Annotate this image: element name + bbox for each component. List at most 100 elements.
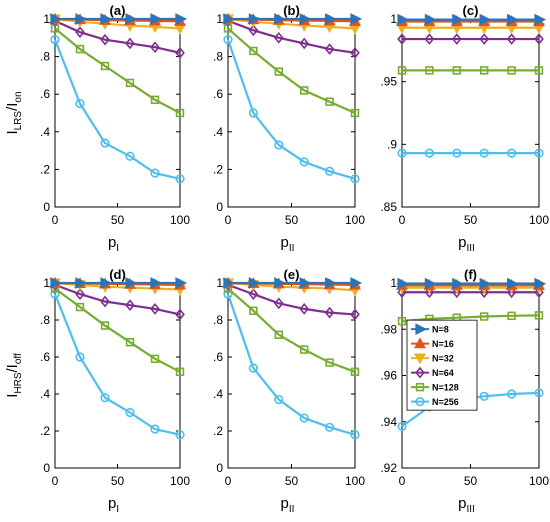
- data-point: [223, 277, 236, 289]
- x-tick-label: 50: [464, 474, 478, 488]
- y-tick-label: .6: [213, 87, 223, 101]
- series-n-8: [397, 277, 547, 290]
- y-tick-label: 1: [43, 276, 50, 290]
- data-point: [299, 37, 310, 50]
- data-point: [479, 13, 492, 26]
- series-n-256: [223, 35, 360, 184]
- data-point: [507, 66, 516, 75]
- data-point: [479, 286, 490, 299]
- y-tick-label: .6: [40, 350, 50, 364]
- legend-label: N=32: [432, 353, 454, 363]
- data-point: [479, 148, 489, 158]
- x-tick-label: 50: [111, 474, 125, 488]
- x-axis-label: pI: [108, 234, 119, 254]
- data-point: [424, 148, 435, 158]
- data-point: [534, 388, 544, 398]
- data-point: [325, 358, 334, 367]
- series-line: [401, 314, 540, 323]
- data-point: [350, 367, 360, 376]
- data-point: [299, 303, 310, 315]
- data-point: [325, 422, 335, 432]
- data-point: [175, 174, 185, 184]
- data-point: [506, 277, 519, 290]
- data-point: [75, 352, 85, 362]
- data-point: [350, 308, 360, 321]
- series-n-128: [397, 66, 544, 75]
- x-tick-label: 0: [225, 474, 232, 488]
- y-tick-label: 1: [43, 12, 50, 26]
- data-point: [175, 277, 188, 289]
- x-tick-label: 0: [399, 213, 406, 227]
- data-point: [175, 367, 185, 376]
- data-point: [249, 306, 258, 315]
- y-tick-label: 1: [216, 276, 223, 290]
- data-point: [50, 277, 63, 289]
- x-tick-label: 50: [111, 213, 125, 227]
- x-tick-label: 0: [225, 213, 232, 227]
- y-tick-label: .4: [40, 125, 50, 139]
- legend-marker: [415, 397, 425, 407]
- data-point: [534, 277, 547, 290]
- data-point: [299, 413, 309, 423]
- data-point: [75, 98, 85, 109]
- data-point: [100, 393, 110, 403]
- x-tick-label: 0: [52, 474, 59, 488]
- data-point: [248, 363, 258, 373]
- data-point: [175, 108, 185, 118]
- data-point: [75, 13, 88, 25]
- panel-label: (b): [283, 3, 300, 18]
- data-point: [299, 345, 309, 354]
- x-tick-label: 100: [529, 474, 549, 488]
- data-point: [150, 13, 163, 25]
- data-point: [324, 43, 335, 55]
- y-tick-label: 0: [43, 461, 50, 475]
- data-point: [534, 13, 547, 26]
- y-axis-label: IHRS/Ioff: [4, 353, 24, 398]
- data-point: [299, 13, 312, 25]
- data-point: [150, 354, 160, 364]
- series-n-128: [223, 284, 360, 376]
- data-point: [274, 394, 284, 405]
- series-line: [54, 283, 181, 316]
- data-point: [397, 286, 407, 299]
- y-tick-label: .9: [387, 137, 397, 151]
- data-point: [507, 148, 517, 158]
- data-point: [324, 306, 335, 319]
- data-point: [248, 277, 261, 289]
- x-axis-label: pII: [281, 495, 295, 515]
- data-point: [424, 277, 437, 290]
- data-point: [507, 389, 517, 399]
- legend-label: N=256: [432, 397, 459, 407]
- legend-label: N=16: [432, 339, 454, 349]
- data-point: [325, 97, 334, 106]
- legend-label: N=64: [432, 368, 454, 378]
- data-point: [350, 277, 363, 289]
- data-point: [274, 13, 286, 25]
- axes-frame: [227, 282, 356, 469]
- panel-label: (a): [110, 3, 126, 18]
- y-tick-label: .2: [213, 162, 223, 176]
- data-point: [479, 391, 489, 401]
- legend-marker: [415, 366, 425, 379]
- data-point: [150, 95, 160, 105]
- data-point: [479, 312, 489, 321]
- y-tick-label: .2: [213, 424, 223, 438]
- y-axis-label: ILRS/Ion: [4, 91, 24, 134]
- data-point: [125, 13, 138, 25]
- series-n-64: [397, 33, 544, 45]
- panel-b: 0 50 100 0 .2 .4 .6 .8 1 (b) pII: [213, 3, 365, 254]
- data-point: [397, 148, 407, 158]
- panel-a: 0 50 100 0 .2 .4 .6 .8 1 (a) pI ILRS/Ion: [4, 3, 190, 254]
- data-point: [324, 13, 337, 25]
- axes-frame: [227, 18, 356, 208]
- legend-marker: [415, 382, 425, 392]
- data-point: [452, 13, 464, 26]
- data-point: [274, 67, 283, 76]
- panel-f: 0 50 100 .92 .94 .96 .98 1 (f) pIII N=8 N=16 N=32 N=6…: [380, 267, 549, 515]
- data-point: [397, 316, 407, 326]
- data-point: [534, 66, 544, 75]
- data-point: [350, 46, 360, 59]
- data-point: [125, 337, 135, 347]
- data-point: [397, 66, 407, 75]
